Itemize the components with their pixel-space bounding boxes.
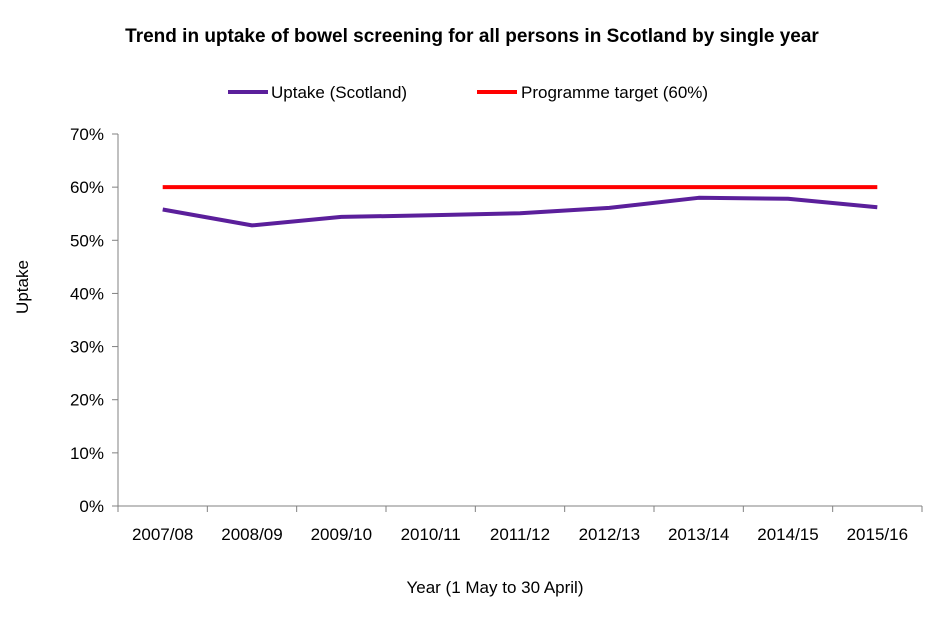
legend: Uptake (Scotland) Programme target (60%) xyxy=(228,83,708,102)
y-axis: 0% 10% 20% 30% 40% 50% 60% 70% xyxy=(70,125,119,516)
chart-title: Trend in uptake of bowel screening for a… xyxy=(125,26,819,47)
x-tick-label: 2010/11 xyxy=(401,525,461,544)
x-tick-label: 2013/14 xyxy=(668,525,729,544)
x-tick-label: 2012/13 xyxy=(579,525,640,544)
x-tick-label: 2007/08 xyxy=(132,525,193,544)
x-tick-label: 2015/16 xyxy=(847,525,908,544)
y-tick-label: 30% xyxy=(70,338,104,357)
x-tick-label: 2008/09 xyxy=(221,525,282,544)
y-tick-label: 40% xyxy=(70,284,104,303)
series-line-uptake xyxy=(162,195,878,228)
y-axis-label: Uptake xyxy=(13,260,32,314)
y-tick-label: 70% xyxy=(70,125,104,144)
y-tick-label: 20% xyxy=(70,391,104,410)
x-axis-label: Year (1 May to 30 April) xyxy=(406,578,583,597)
y-tick-label: 0% xyxy=(79,497,104,516)
series-layer xyxy=(162,185,878,228)
legend-label-uptake: Uptake (Scotland) xyxy=(271,83,407,102)
y-tick-label: 60% xyxy=(70,178,104,197)
x-tick-label: 2009/10 xyxy=(311,525,372,544)
y-tick-label: 50% xyxy=(70,231,104,250)
legend-label-target: Programme target (60%) xyxy=(521,83,708,102)
x-tick-label: 2011/12 xyxy=(490,525,550,544)
x-tick-label: 2014/15 xyxy=(757,525,818,544)
x-axis: 2007/08 2008/09 2009/10 2010/11 2011/12 2012/… xyxy=(117,505,923,544)
y-tick-label: 10% xyxy=(70,444,104,463)
